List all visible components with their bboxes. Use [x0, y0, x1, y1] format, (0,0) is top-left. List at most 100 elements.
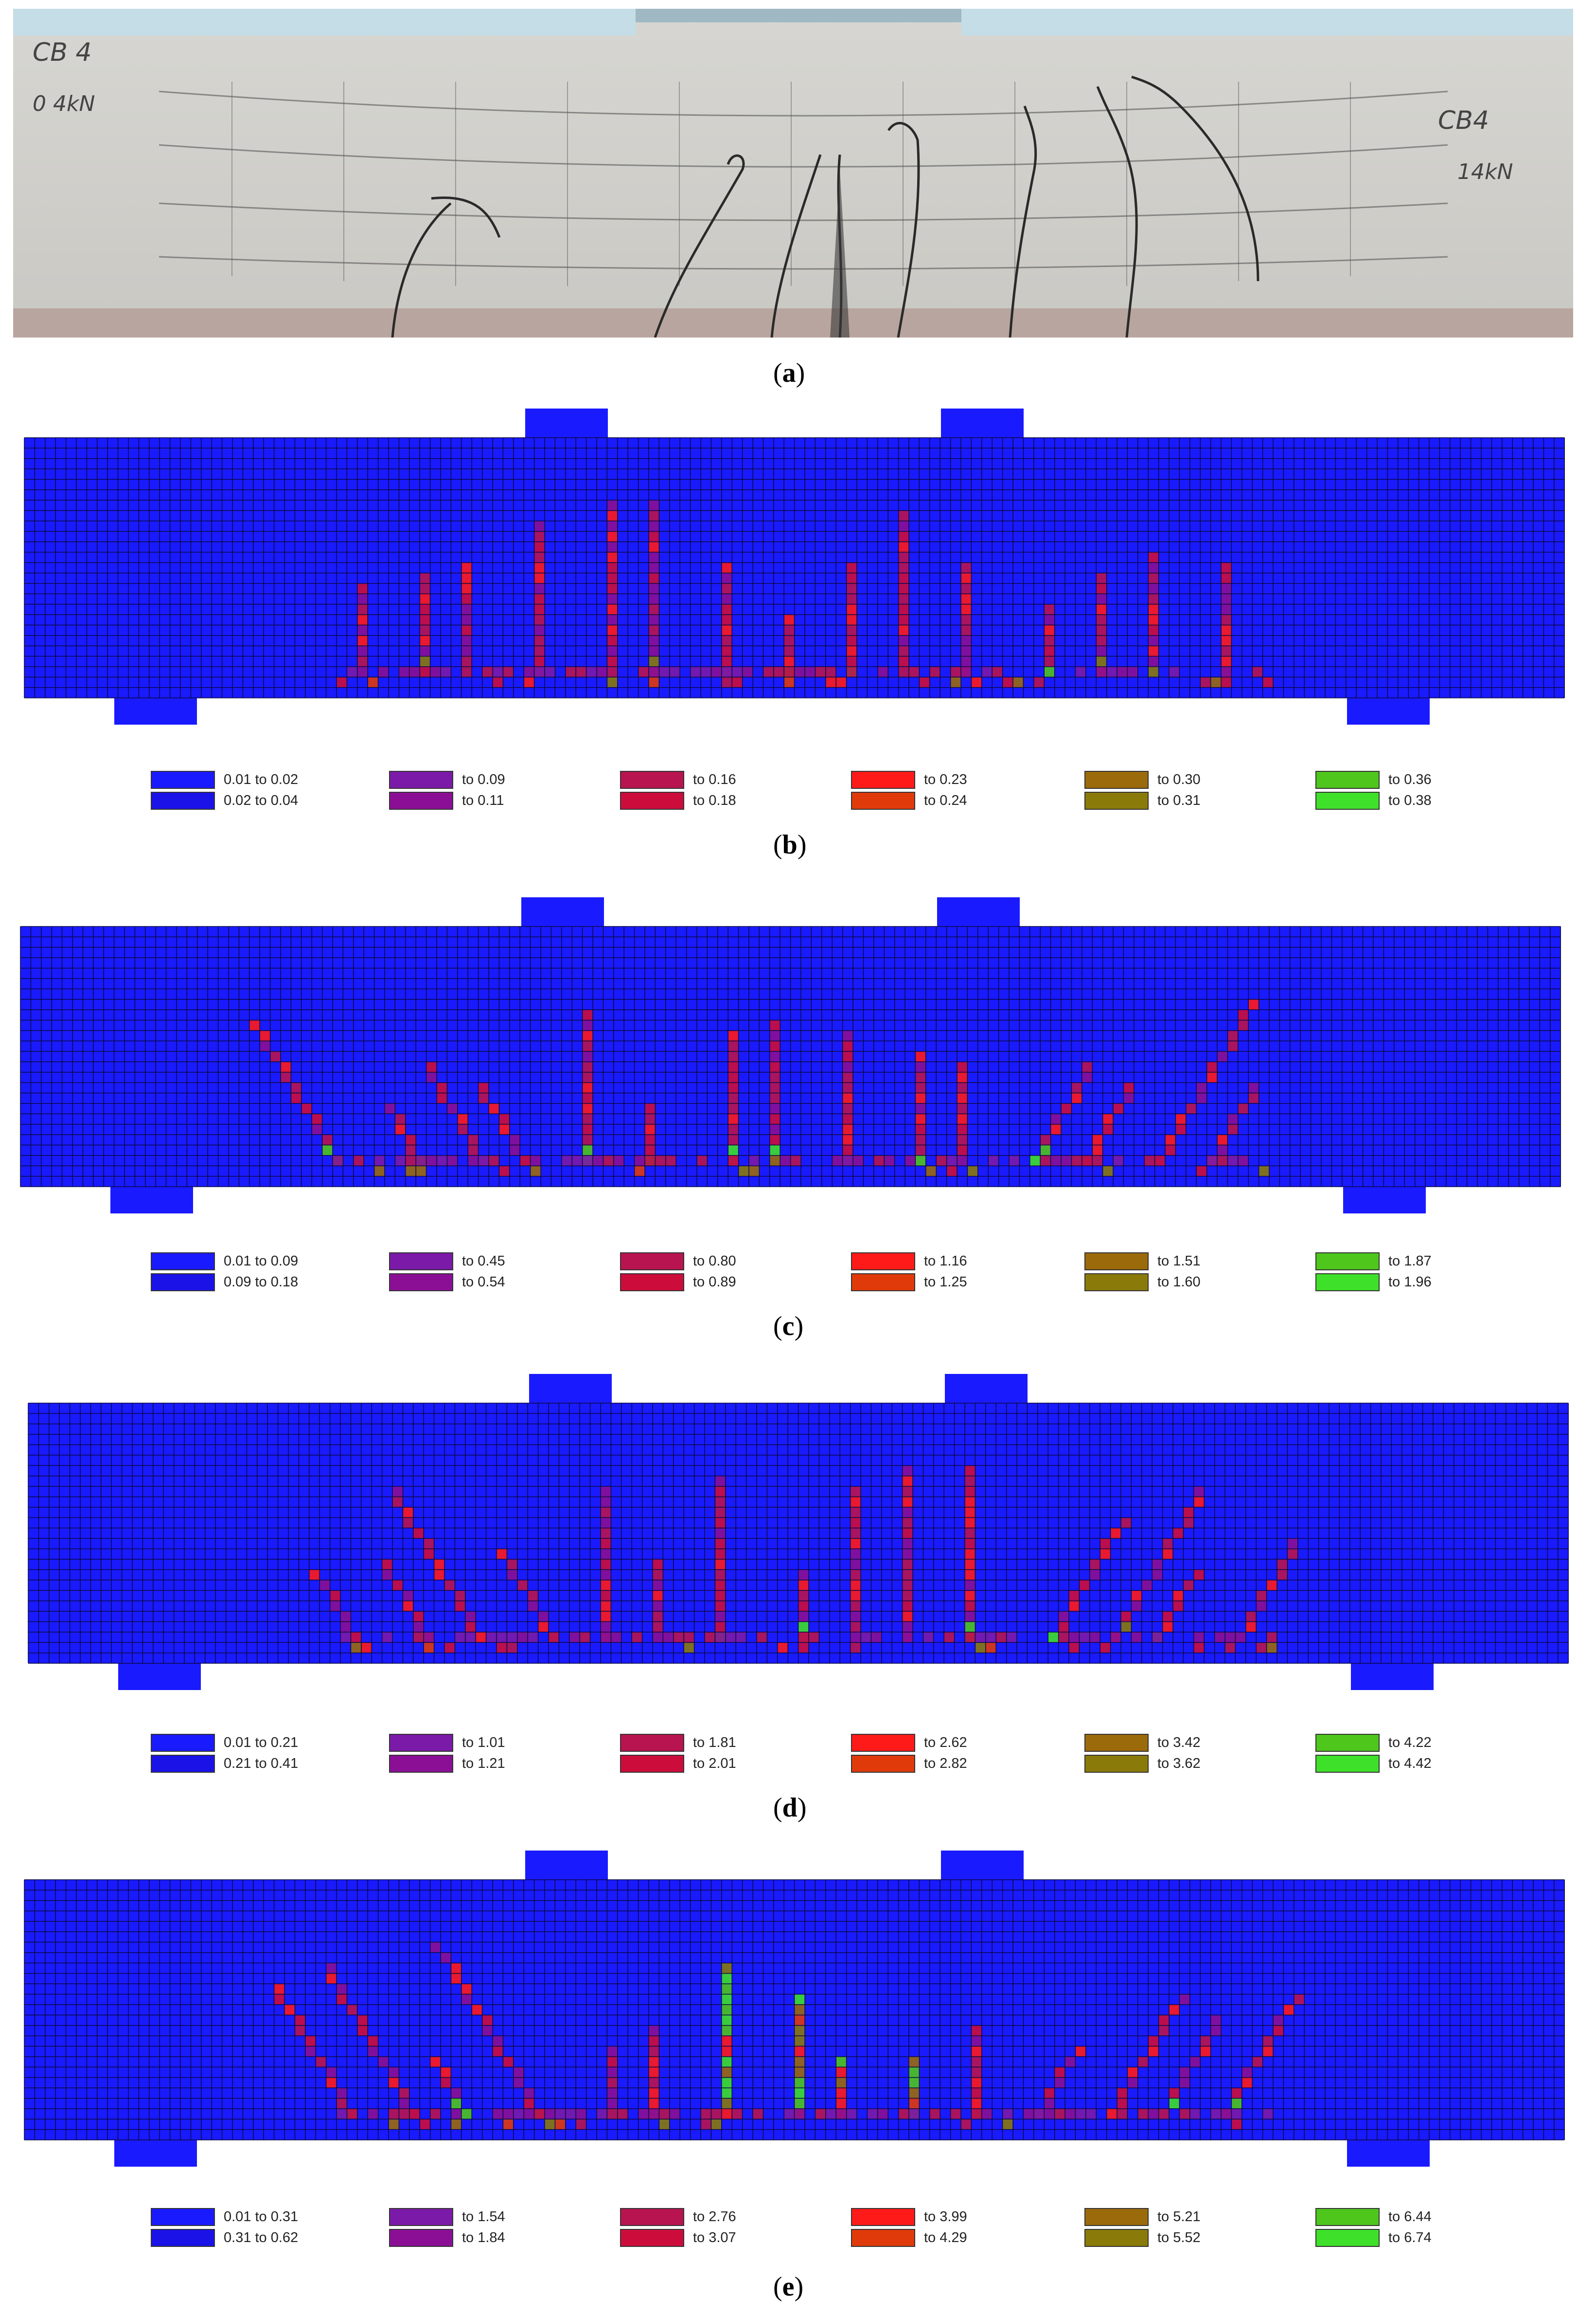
crack-cell — [653, 1580, 663, 1591]
crack-cell — [842, 1062, 853, 1072]
crack-cell — [1169, 2088, 1180, 2099]
crack-cell — [1200, 2036, 1211, 2047]
crack-cell — [898, 510, 909, 521]
crack-cell — [769, 1093, 780, 1104]
crack-cell — [534, 614, 545, 625]
crack-cell — [497, 1549, 507, 1559]
crack-cell — [351, 1632, 361, 1643]
crack-cell — [507, 1642, 517, 1653]
crack-cell — [461, 614, 472, 625]
crack-cell — [971, 677, 982, 688]
crack-cell — [351, 1642, 361, 1653]
crack-cell — [607, 635, 618, 646]
crack-cell — [555, 2119, 566, 2130]
crack-cell — [593, 1155, 603, 1166]
crack-cell — [426, 1155, 437, 1166]
legend-label: to 2.01 — [693, 1756, 736, 1771]
crack-cell — [649, 2098, 659, 2109]
crack-cell — [403, 1590, 413, 1601]
legend-label: to 1.54 — [462, 2209, 505, 2225]
crack-cell — [1148, 562, 1159, 573]
crack-cell — [684, 1632, 694, 1643]
crack-cell — [607, 573, 618, 584]
crack-cell — [1061, 1103, 1072, 1114]
crack-cell — [434, 1569, 444, 1580]
crack-cell — [524, 2098, 534, 2109]
crack-cell — [877, 666, 888, 677]
crack-cell — [769, 1135, 780, 1145]
caption-b: (b) — [773, 830, 807, 860]
crack-cell — [1162, 1538, 1173, 1549]
crack-cell — [957, 1155, 968, 1166]
crack-cell — [1127, 2067, 1138, 2078]
crack-cell — [846, 666, 857, 677]
crack-cell — [721, 614, 732, 625]
crack-cell — [497, 1642, 507, 1653]
crack-cell — [503, 666, 514, 677]
crack-cell — [1231, 2098, 1242, 2109]
crack-cell — [773, 666, 784, 677]
crack-cell — [524, 2088, 534, 2099]
crack-cell — [607, 552, 618, 563]
crack-cell — [649, 646, 659, 657]
legend-label: to 0.31 — [1157, 793, 1201, 808]
crack-cell — [929, 666, 940, 677]
crack-cell — [738, 1166, 749, 1176]
crack-cell — [1096, 666, 1107, 677]
legend-label: to 1.84 — [462, 2230, 505, 2245]
crack-cell — [1189, 2056, 1201, 2067]
crack-cell — [902, 1486, 913, 1497]
crack-cell — [1102, 1124, 1113, 1135]
legend-swatch — [389, 1734, 453, 1752]
crack-cell — [1131, 1590, 1142, 1601]
crack-cell — [757, 1632, 767, 1643]
crack-cell — [576, 2108, 586, 2119]
crack-cell — [461, 625, 472, 636]
crack-cell — [794, 2108, 805, 2119]
crack-cell — [1100, 1642, 1111, 1653]
crack-cell — [981, 2108, 993, 2119]
crack-cell — [902, 1476, 913, 1487]
mesh-grid — [20, 926, 1561, 1187]
crack-cell — [753, 2108, 763, 2119]
legend-swatch — [1315, 771, 1380, 789]
crack-cell — [434, 1559, 444, 1570]
crack-cell — [1061, 1155, 1072, 1166]
crack-cell — [1096, 573, 1107, 584]
crack-cell — [728, 1145, 739, 1156]
crack-cell — [1152, 1569, 1163, 1580]
crack-cell — [357, 666, 368, 677]
crack-cell — [430, 2108, 441, 2119]
legend-swatch — [389, 792, 453, 810]
crack-cell — [353, 1155, 364, 1166]
crack-cell — [601, 1496, 611, 1507]
crack-cell — [601, 1517, 611, 1528]
crack-cell — [1102, 1114, 1113, 1124]
crack-cell — [1248, 1083, 1259, 1093]
crack-cell — [1179, 2067, 1190, 2078]
crack-cell — [798, 1569, 809, 1580]
crack-cell — [1273, 2025, 1284, 2036]
crack-cell — [607, 625, 618, 636]
crack-cell — [509, 1145, 520, 1156]
crack-cell — [649, 552, 659, 563]
crack-cell — [1154, 1155, 1165, 1166]
crack-cell — [965, 1476, 975, 1487]
crack-cell — [965, 1538, 975, 1549]
crack-cell — [909, 2067, 920, 2078]
crack-cell — [649, 677, 659, 688]
crack-cell — [1200, 2046, 1211, 2057]
crack-cell — [413, 1632, 424, 1643]
crack-cell — [985, 1642, 996, 1653]
legend-label: to 0.38 — [1388, 793, 1432, 808]
crack-cell — [784, 656, 795, 667]
crack-cell — [715, 1507, 726, 1518]
crack-cell — [902, 1517, 913, 1528]
crack-cell — [337, 1984, 347, 1994]
crack-cell — [385, 1103, 395, 1114]
crack-cell — [582, 1072, 593, 1083]
crack-cell — [1071, 1155, 1082, 1166]
crack-cell — [357, 635, 368, 646]
crack-cell — [1158, 2015, 1169, 2026]
crack-cell — [534, 552, 545, 563]
